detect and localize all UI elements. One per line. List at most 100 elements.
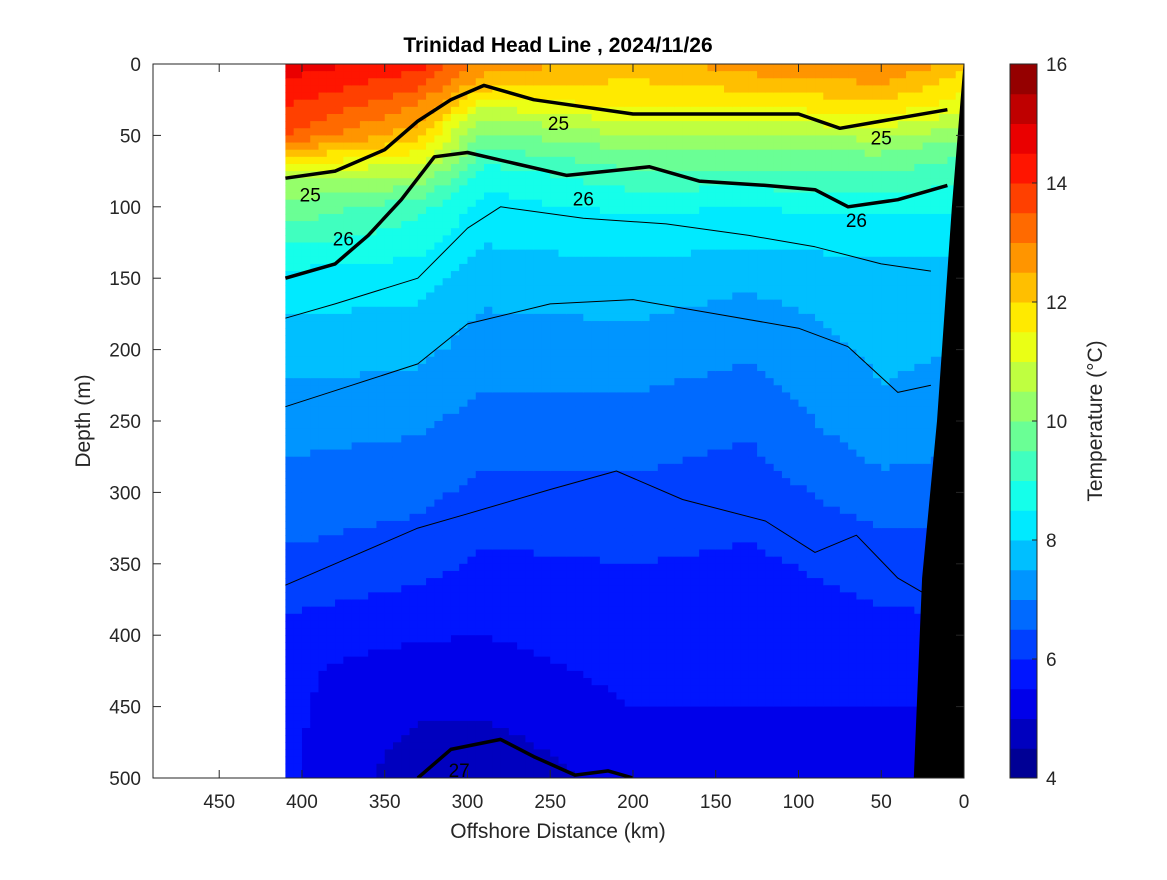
temperature-cell <box>285 442 295 451</box>
temperature-cell <box>401 399 411 408</box>
temperature-cell <box>467 271 477 279</box>
temperature-cell <box>690 171 700 179</box>
temperature-cell <box>426 399 435 408</box>
temperature-cell <box>575 628 584 636</box>
temperature-cell <box>624 106 634 115</box>
temperature-cell <box>335 535 344 543</box>
temperature-cell <box>690 435 700 444</box>
temperature-cell <box>657 128 667 136</box>
temperature-cell <box>616 263 626 272</box>
temperature-cell <box>326 613 336 622</box>
temperature-cell <box>508 713 518 722</box>
temperature-cell <box>566 492 576 501</box>
temperature-cell <box>533 749 543 758</box>
temperature-cell <box>624 699 634 708</box>
temperature-cell <box>442 156 452 165</box>
temperature-cell <box>475 542 485 551</box>
temperature-cell <box>442 699 452 708</box>
temperature-cell <box>467 449 477 458</box>
temperature-cell <box>301 520 311 529</box>
temperature-cell <box>682 699 692 708</box>
temperature-cell <box>624 285 634 294</box>
temperature-cell <box>484 685 493 693</box>
temperature-cell <box>318 528 328 536</box>
temperature-cell <box>566 199 576 208</box>
temperature-cell <box>293 78 303 87</box>
temperature-cell <box>558 178 568 186</box>
temperature-cell <box>575 163 584 172</box>
temperature-cell <box>401 449 411 458</box>
temperature-cell <box>434 470 444 479</box>
temperature-cell <box>682 64 692 72</box>
temperature-cell <box>599 713 609 722</box>
temperature-cell <box>591 142 601 151</box>
temperature-cell <box>459 535 469 543</box>
temperature-cell <box>426 363 435 372</box>
temperature-cell <box>608 642 618 651</box>
temperature-cell <box>368 485 378 493</box>
temperature-cell <box>392 613 402 622</box>
temperature-cell <box>558 470 568 479</box>
temperature-cell <box>417 321 427 329</box>
temperature-cell <box>326 249 336 258</box>
temperature-cell <box>674 563 684 572</box>
temperature-cell <box>575 699 584 708</box>
temperature-cell <box>566 520 576 529</box>
temperature-cell <box>690 406 700 415</box>
temperature-cell <box>301 756 311 765</box>
temperature-cell <box>293 478 303 486</box>
temperature-cell <box>558 670 568 679</box>
temperature-cell <box>484 428 493 436</box>
temperature-cell <box>599 371 609 379</box>
temperature-cell <box>533 278 543 286</box>
temperature-cell <box>409 306 419 315</box>
temperature-cell <box>492 742 502 751</box>
temperature-cell <box>500 99 510 108</box>
temperature-cell <box>492 149 502 158</box>
temperature-cell <box>359 221 369 229</box>
temperature-cell <box>450 435 460 444</box>
temperature-cell <box>550 185 560 194</box>
temperature-cell <box>376 385 386 394</box>
temperature-cell <box>392 235 402 244</box>
temperature-cell <box>632 470 642 479</box>
temperature-cell <box>599 278 609 286</box>
temperature-cell <box>459 406 469 415</box>
temperature-cell <box>384 399 394 408</box>
temperature-cell <box>649 335 659 344</box>
temperature-cell <box>475 478 485 486</box>
temperature-cell <box>450 399 460 408</box>
temperature-cell <box>525 563 535 572</box>
temperature-cell <box>666 463 675 472</box>
temperature-cell <box>541 385 551 394</box>
temperature-cell <box>368 442 378 451</box>
temperature-cell <box>541 520 551 529</box>
temperature-cell <box>541 435 551 444</box>
temperature-cell <box>541 185 551 194</box>
temperature-cell <box>690 106 700 115</box>
temperature-cell <box>359 71 369 79</box>
temperature-cell <box>550 735 560 743</box>
temperature-cell <box>376 463 386 472</box>
temperature-cell <box>384 249 394 258</box>
temperature-cell <box>566 435 576 444</box>
temperature-cell <box>359 271 369 279</box>
temperature-cell <box>351 763 361 772</box>
temperature-cell <box>624 228 634 236</box>
temperature-cell <box>459 356 469 365</box>
temperature-cell <box>351 135 361 144</box>
temperature-cell <box>674 699 684 708</box>
temperature-cell <box>690 199 700 208</box>
temperature-cell <box>450 742 460 751</box>
temperature-cell <box>426 113 435 122</box>
temperature-cell <box>657 392 667 401</box>
temperature-cell <box>351 213 361 222</box>
temperature-cell <box>666 256 675 265</box>
temperature-cell <box>599 71 609 79</box>
temperature-cell <box>384 556 394 565</box>
temperature-cell <box>376 292 386 301</box>
temperature-cell <box>492 228 502 236</box>
temperature-cell <box>475 656 485 665</box>
temperature-cell <box>310 228 320 236</box>
temperature-cell <box>558 656 568 665</box>
